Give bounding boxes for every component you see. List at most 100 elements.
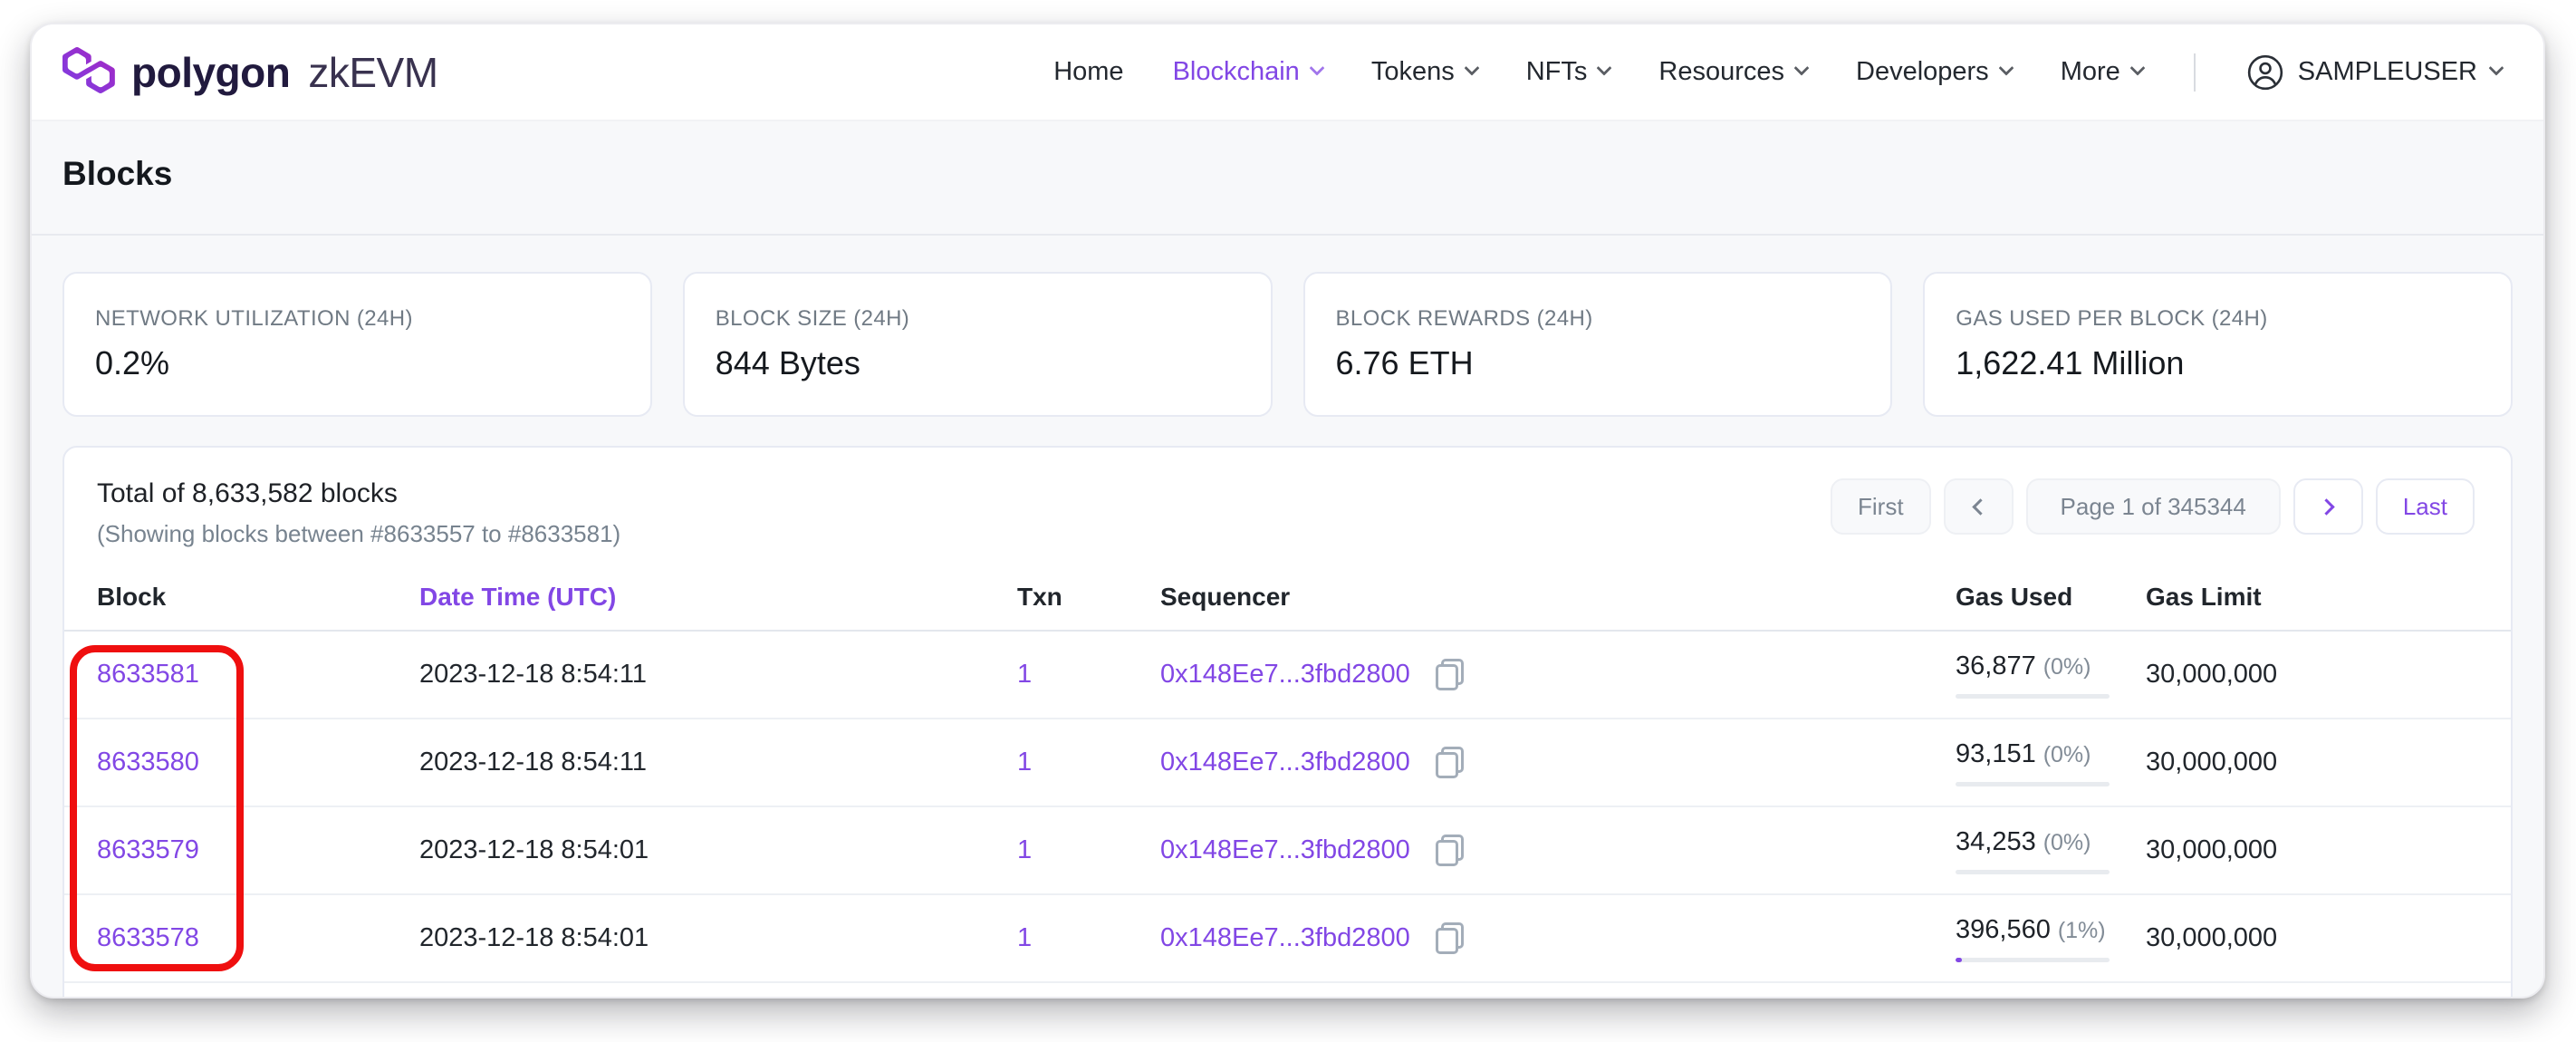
brand-logo[interactable]: polygon zkEVM (62, 47, 438, 98)
stat-label: BLOCK REWARDS (24H) (1336, 306, 1860, 332)
pagination: First Page 1 of 345344 Last (1831, 478, 2475, 535)
gas-used-cell: 93,151 (0%) (1956, 739, 2146, 786)
sequencer-cell: 0x148Ee7...3fbd2800 (1160, 747, 1956, 778)
nav-item-blockchain[interactable]: Blockchain (1173, 57, 1322, 87)
next-page-button[interactable] (2293, 478, 2363, 535)
nav-item-developers[interactable]: Developers (1856, 57, 2012, 87)
stat-card-block-rewards: BLOCK REWARDS (24H) 6.76 ETH (1303, 272, 1893, 417)
gas-limit-value: 30,000,000 (2146, 923, 2478, 953)
sequencer-cell: 0x148Ee7...3fbd2800 (1160, 659, 1956, 690)
nav-label: Blockchain (1173, 57, 1300, 87)
gas-limit-value: 30,000,000 (2146, 660, 2478, 690)
nav-item-tokens[interactable]: Tokens (1371, 57, 1477, 87)
column-header-datetime-sort-link[interactable]: Date Time (UTC) (419, 583, 1017, 612)
gas-used-percent: (1%) (2058, 918, 2106, 943)
copy-icon[interactable] (1436, 922, 1464, 954)
main-nav: Home Blockchain Tokens NFTs Resources (1053, 53, 2502, 92)
copy-icon[interactable] (1436, 835, 1464, 866)
gas-used-percent: (0%) (2043, 654, 2091, 680)
nav-item-nfts[interactable]: NFTs (1526, 57, 1610, 87)
column-header-gas-used: Gas Used (1956, 583, 2146, 612)
sequencer-address-link[interactable]: 0x148Ee7...3fbd2800 (1160, 923, 1410, 953)
nav-label: Home (1053, 57, 1123, 87)
sequencer-address-link[interactable]: 0x148Ee7...3fbd2800 (1160, 748, 1410, 777)
copy-icon[interactable] (1436, 659, 1464, 690)
nav-label: NFTs (1526, 57, 1588, 87)
stat-value: 6.76 ETH (1336, 344, 1860, 382)
gas-used-percent: (0%) (2043, 742, 2091, 767)
user-menu[interactable]: SAMPLEUSER (2246, 53, 2502, 92)
gas-used-progress-bar (1956, 870, 2110, 874)
totals-block: Total of 8,633,582 blocks (Showing block… (97, 478, 620, 548)
block-datetime: 2023-12-18 8:54:01 (419, 923, 1017, 953)
showing-range-label: (Showing blocks between #8633557 to #863… (97, 520, 620, 548)
stat-label: GAS USED PER BLOCK (24H) (1956, 306, 2480, 332)
sequencer-cell: 0x148Ee7...3fbd2800 (1160, 835, 1956, 866)
chevron-down-icon (1998, 60, 2014, 75)
gas-used-progress-fill (1956, 958, 1962, 962)
header: polygon zkEVM Home Blockchain Tokens NFT… (32, 24, 2543, 121)
gas-used-value: 34,253 (1956, 827, 2036, 856)
page-head: Blocks (32, 121, 2543, 194)
stat-label: NETWORK UTILIZATION (24H) (95, 306, 620, 332)
chevron-right-icon (2318, 498, 2334, 515)
sequencer-address-link[interactable]: 0x148Ee7...3fbd2800 (1160, 835, 1410, 865)
copy-icon[interactable] (1436, 747, 1464, 778)
block-number-link[interactable]: 8633580 (97, 748, 419, 777)
chevron-down-icon (1597, 60, 1612, 75)
sequencer-address-link[interactable]: 0x148Ee7...3fbd2800 (1160, 660, 1410, 690)
column-header-txn: Txn (1017, 583, 1160, 612)
gas-limit-value: 30,000,000 (2146, 748, 2478, 777)
user-icon (2246, 53, 2284, 92)
column-header-sequencer: Sequencer (1160, 583, 1956, 612)
nav-separator (2194, 53, 2196, 92)
stat-label: BLOCK SIZE (24H) (716, 306, 1240, 332)
table-body: 8633581 2023-12-18 8:54:11 1 0x148Ee7...… (64, 632, 2511, 983)
gas-used-progress-bar (1956, 782, 2110, 786)
txn-count-link[interactable]: 1 (1017, 835, 1160, 865)
stat-value: 844 Bytes (716, 344, 1240, 382)
block-number-link[interactable]: 8633579 (97, 835, 419, 865)
txn-count-link[interactable]: 1 (1017, 923, 1160, 953)
page-title: Blocks (62, 154, 2513, 194)
nav-item-home[interactable]: Home (1053, 57, 1123, 87)
stat-card-block-size: BLOCK SIZE (24H) 844 Bytes (683, 272, 1273, 417)
stat-card-network-utilization: NETWORK UTILIZATION (24H) 0.2% (62, 272, 652, 417)
nav-item-resources[interactable]: Resources (1658, 57, 1807, 87)
column-header-gas-limit: Gas Limit (2146, 583, 2478, 612)
block-number-link[interactable]: 8633581 (97, 660, 419, 690)
blocks-table-card: Total of 8,633,582 blocks (Showing block… (62, 446, 2513, 999)
nav-label: Resources (1658, 57, 1784, 87)
block-datetime: 2023-12-18 8:54:11 (419, 660, 1017, 690)
txn-count-link[interactable]: 1 (1017, 660, 1160, 690)
gas-used-value: 36,877 (1956, 651, 2036, 680)
brand-name-bold: polygon (131, 48, 290, 97)
gas-used-cell: 396,560 (1%) (1956, 915, 2146, 962)
block-number-link[interactable]: 8633578 (97, 923, 419, 953)
nav-label: More (2061, 57, 2120, 87)
table-header-row: Block Date Time (UTC) Txn Sequencer Gas … (64, 564, 2511, 632)
page-indicator: Page 1 of 345344 (2026, 478, 2281, 535)
first-page-button[interactable]: First (1831, 478, 1931, 535)
last-page-button[interactable]: Last (2376, 478, 2475, 535)
nav-item-more[interactable]: More (2061, 57, 2143, 87)
previous-page-button[interactable] (1944, 478, 2014, 535)
app-window: polygon zkEVM Home Blockchain Tokens NFT… (30, 23, 2545, 999)
user-name-label: SAMPLEUSER (2298, 57, 2477, 87)
block-datetime: 2023-12-18 8:54:11 (419, 748, 1017, 777)
stat-value: 1,622.41 Million (1956, 344, 2480, 382)
chevron-down-icon (1464, 60, 1479, 75)
gas-used-cell: 34,253(0%) (1956, 827, 2146, 874)
gas-used-progress-bar (1956, 958, 2110, 962)
table-top-bar: Total of 8,633,582 blocks (Showing block… (64, 478, 2511, 548)
sequencer-cell: 0x148Ee7...3fbd2800 (1160, 922, 1956, 954)
gas-used-value: 93,151 (1956, 739, 2036, 768)
chevron-down-icon (1309, 60, 1324, 75)
txn-count-link[interactable]: 1 (1017, 748, 1160, 777)
gas-used-progress-bar (1956, 694, 2110, 699)
gas-limit-value: 30,000,000 (2146, 835, 2478, 865)
chevron-down-icon (1794, 60, 1810, 75)
chevron-down-icon (2489, 60, 2504, 75)
polygon-logo-icon (62, 47, 115, 98)
gas-used-value: 396,560 (1956, 915, 2051, 944)
